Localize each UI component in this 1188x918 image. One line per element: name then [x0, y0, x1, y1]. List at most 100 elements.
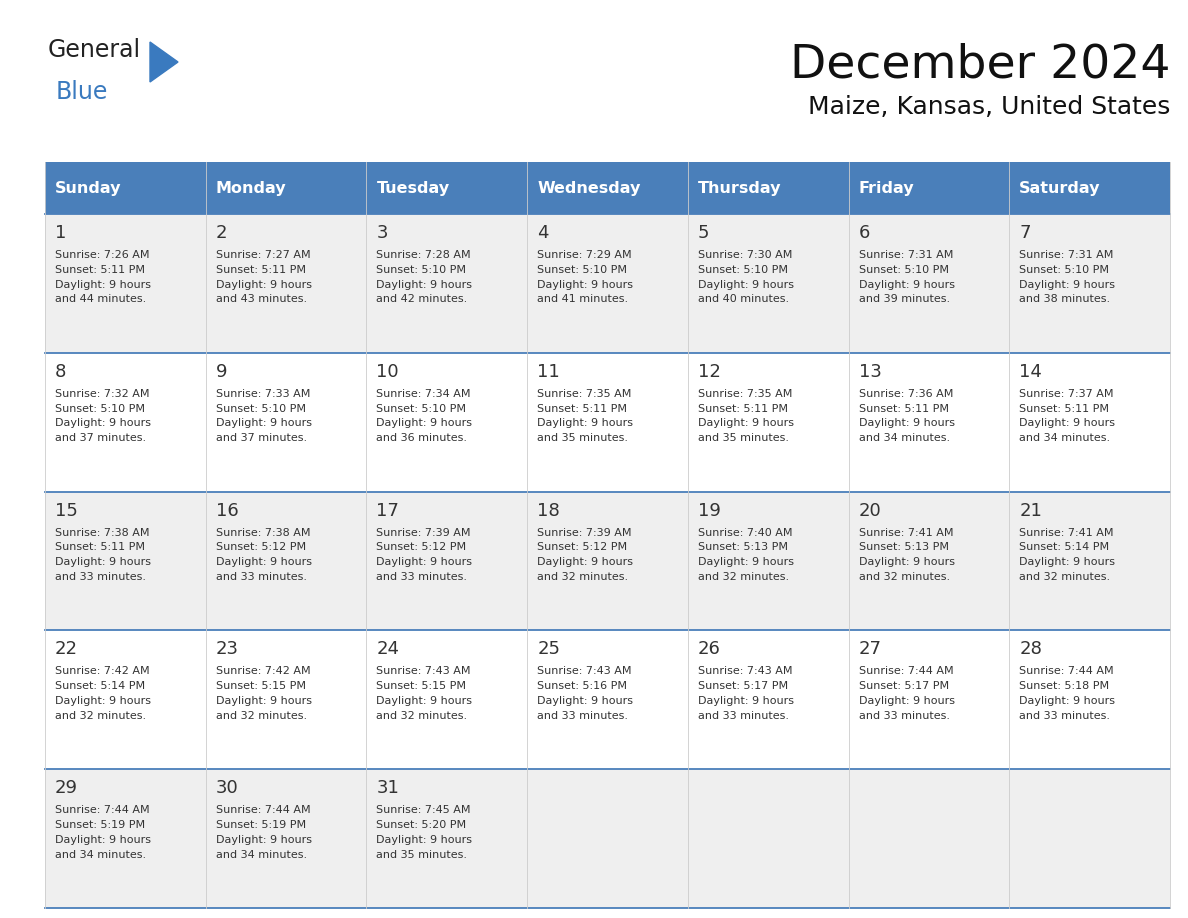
- Text: and 32 minutes.: and 32 minutes.: [537, 572, 628, 582]
- Text: 22: 22: [55, 641, 78, 658]
- Text: Sunset: 5:12 PM: Sunset: 5:12 PM: [377, 543, 467, 553]
- Text: Sunrise: 7:44 AM: Sunrise: 7:44 AM: [1019, 666, 1114, 677]
- Text: Sunrise: 7:29 AM: Sunrise: 7:29 AM: [537, 250, 632, 260]
- Text: 25: 25: [537, 641, 561, 658]
- Text: and 32 minutes.: and 32 minutes.: [377, 711, 468, 721]
- Text: Sunset: 5:17 PM: Sunset: 5:17 PM: [859, 681, 949, 691]
- Text: Daylight: 9 hours: Daylight: 9 hours: [377, 696, 473, 706]
- Text: and 32 minutes.: and 32 minutes.: [216, 711, 307, 721]
- Text: Daylight: 9 hours: Daylight: 9 hours: [377, 280, 473, 289]
- Text: 29: 29: [55, 779, 78, 797]
- Text: Sunrise: 7:39 AM: Sunrise: 7:39 AM: [377, 528, 470, 538]
- Text: Sunrise: 7:44 AM: Sunrise: 7:44 AM: [216, 805, 310, 815]
- Text: and 34 minutes.: and 34 minutes.: [859, 433, 949, 443]
- Text: and 44 minutes.: and 44 minutes.: [55, 295, 146, 305]
- Text: Daylight: 9 hours: Daylight: 9 hours: [216, 419, 311, 429]
- Text: and 35 minutes.: and 35 minutes.: [377, 849, 467, 859]
- Text: 4: 4: [537, 224, 549, 242]
- Text: Sunset: 5:17 PM: Sunset: 5:17 PM: [697, 681, 788, 691]
- Text: 28: 28: [1019, 641, 1042, 658]
- Bar: [45, 631, 1170, 769]
- Text: Sunrise: 7:31 AM: Sunrise: 7:31 AM: [859, 250, 953, 260]
- Text: Sunset: 5:15 PM: Sunset: 5:15 PM: [216, 681, 305, 691]
- Text: 2: 2: [216, 224, 227, 242]
- Text: and 40 minutes.: and 40 minutes.: [697, 295, 789, 305]
- Text: Daylight: 9 hours: Daylight: 9 hours: [859, 280, 955, 289]
- Text: 19: 19: [697, 501, 721, 520]
- Text: Sunset: 5:11 PM: Sunset: 5:11 PM: [537, 404, 627, 414]
- Text: Daylight: 9 hours: Daylight: 9 hours: [859, 419, 955, 429]
- Text: Sunrise: 7:45 AM: Sunrise: 7:45 AM: [377, 805, 470, 815]
- Text: and 32 minutes.: and 32 minutes.: [55, 711, 146, 721]
- Text: Daylight: 9 hours: Daylight: 9 hours: [55, 557, 151, 567]
- Text: 6: 6: [859, 224, 870, 242]
- Text: and 33 minutes.: and 33 minutes.: [537, 711, 628, 721]
- Text: 10: 10: [377, 363, 399, 381]
- Text: Sunrise: 7:34 AM: Sunrise: 7:34 AM: [377, 389, 470, 398]
- Text: Sunset: 5:11 PM: Sunset: 5:11 PM: [697, 404, 788, 414]
- Text: Sunset: 5:19 PM: Sunset: 5:19 PM: [216, 820, 305, 830]
- Text: 15: 15: [55, 501, 78, 520]
- Text: Daylight: 9 hours: Daylight: 9 hours: [537, 557, 633, 567]
- Text: Sunrise: 7:43 AM: Sunrise: 7:43 AM: [697, 666, 792, 677]
- Text: and 35 minutes.: and 35 minutes.: [697, 433, 789, 443]
- Text: and 39 minutes.: and 39 minutes.: [859, 295, 949, 305]
- Text: Sunrise: 7:39 AM: Sunrise: 7:39 AM: [537, 528, 632, 538]
- Text: Daylight: 9 hours: Daylight: 9 hours: [377, 834, 473, 845]
- Text: Sunrise: 7:27 AM: Sunrise: 7:27 AM: [216, 250, 310, 260]
- Text: 7: 7: [1019, 224, 1031, 242]
- Text: Daylight: 9 hours: Daylight: 9 hours: [377, 557, 473, 567]
- Text: Sunset: 5:10 PM: Sunset: 5:10 PM: [216, 404, 305, 414]
- Text: Blue: Blue: [56, 80, 108, 104]
- Bar: [45, 162, 1170, 214]
- Text: 1: 1: [55, 224, 67, 242]
- Text: Daylight: 9 hours: Daylight: 9 hours: [697, 419, 794, 429]
- Text: Sunset: 5:12 PM: Sunset: 5:12 PM: [216, 543, 305, 553]
- Text: Sunset: 5:10 PM: Sunset: 5:10 PM: [859, 264, 948, 274]
- Text: Sunrise: 7:38 AM: Sunrise: 7:38 AM: [55, 528, 150, 538]
- Text: and 43 minutes.: and 43 minutes.: [216, 295, 307, 305]
- Text: Friday: Friday: [859, 181, 915, 196]
- Text: and 41 minutes.: and 41 minutes.: [537, 295, 628, 305]
- Text: Sunset: 5:16 PM: Sunset: 5:16 PM: [537, 681, 627, 691]
- Text: and 33 minutes.: and 33 minutes.: [55, 572, 146, 582]
- Text: Daylight: 9 hours: Daylight: 9 hours: [216, 696, 311, 706]
- Text: 17: 17: [377, 501, 399, 520]
- Text: Sunrise: 7:35 AM: Sunrise: 7:35 AM: [697, 389, 792, 398]
- Text: 12: 12: [697, 363, 721, 381]
- Text: Sunset: 5:11 PM: Sunset: 5:11 PM: [216, 264, 305, 274]
- Text: 21: 21: [1019, 501, 1042, 520]
- Text: 18: 18: [537, 501, 560, 520]
- Text: Daylight: 9 hours: Daylight: 9 hours: [537, 696, 633, 706]
- Text: Thursday: Thursday: [697, 181, 782, 196]
- Text: Sunrise: 7:40 AM: Sunrise: 7:40 AM: [697, 528, 792, 538]
- Text: Sunrise: 7:35 AM: Sunrise: 7:35 AM: [537, 389, 632, 398]
- Text: and 32 minutes.: and 32 minutes.: [697, 572, 789, 582]
- Text: Saturday: Saturday: [1019, 181, 1101, 196]
- Text: 30: 30: [216, 779, 239, 797]
- Text: Daylight: 9 hours: Daylight: 9 hours: [55, 280, 151, 289]
- Text: and 33 minutes.: and 33 minutes.: [377, 572, 467, 582]
- Text: Sunrise: 7:30 AM: Sunrise: 7:30 AM: [697, 250, 792, 260]
- Text: Sunrise: 7:32 AM: Sunrise: 7:32 AM: [55, 389, 150, 398]
- Text: 3: 3: [377, 224, 388, 242]
- Text: 14: 14: [1019, 363, 1042, 381]
- Text: Sunrise: 7:31 AM: Sunrise: 7:31 AM: [1019, 250, 1113, 260]
- Text: and 33 minutes.: and 33 minutes.: [697, 711, 789, 721]
- Text: Daylight: 9 hours: Daylight: 9 hours: [697, 557, 794, 567]
- Text: Sunset: 5:11 PM: Sunset: 5:11 PM: [1019, 404, 1110, 414]
- Text: Daylight: 9 hours: Daylight: 9 hours: [697, 280, 794, 289]
- Text: and 32 minutes.: and 32 minutes.: [859, 572, 949, 582]
- Text: Sunrise: 7:26 AM: Sunrise: 7:26 AM: [55, 250, 150, 260]
- Text: Sunrise: 7:38 AM: Sunrise: 7:38 AM: [216, 528, 310, 538]
- Text: Daylight: 9 hours: Daylight: 9 hours: [859, 557, 955, 567]
- Text: Tuesday: Tuesday: [377, 181, 449, 196]
- Text: Sunrise: 7:42 AM: Sunrise: 7:42 AM: [55, 666, 150, 677]
- Text: and 42 minutes.: and 42 minutes.: [377, 295, 468, 305]
- Text: 26: 26: [697, 641, 721, 658]
- Text: and 33 minutes.: and 33 minutes.: [859, 711, 949, 721]
- Bar: [45, 769, 1170, 908]
- Text: Sunset: 5:11 PM: Sunset: 5:11 PM: [55, 543, 145, 553]
- Text: Daylight: 9 hours: Daylight: 9 hours: [216, 557, 311, 567]
- Bar: [45, 492, 1170, 631]
